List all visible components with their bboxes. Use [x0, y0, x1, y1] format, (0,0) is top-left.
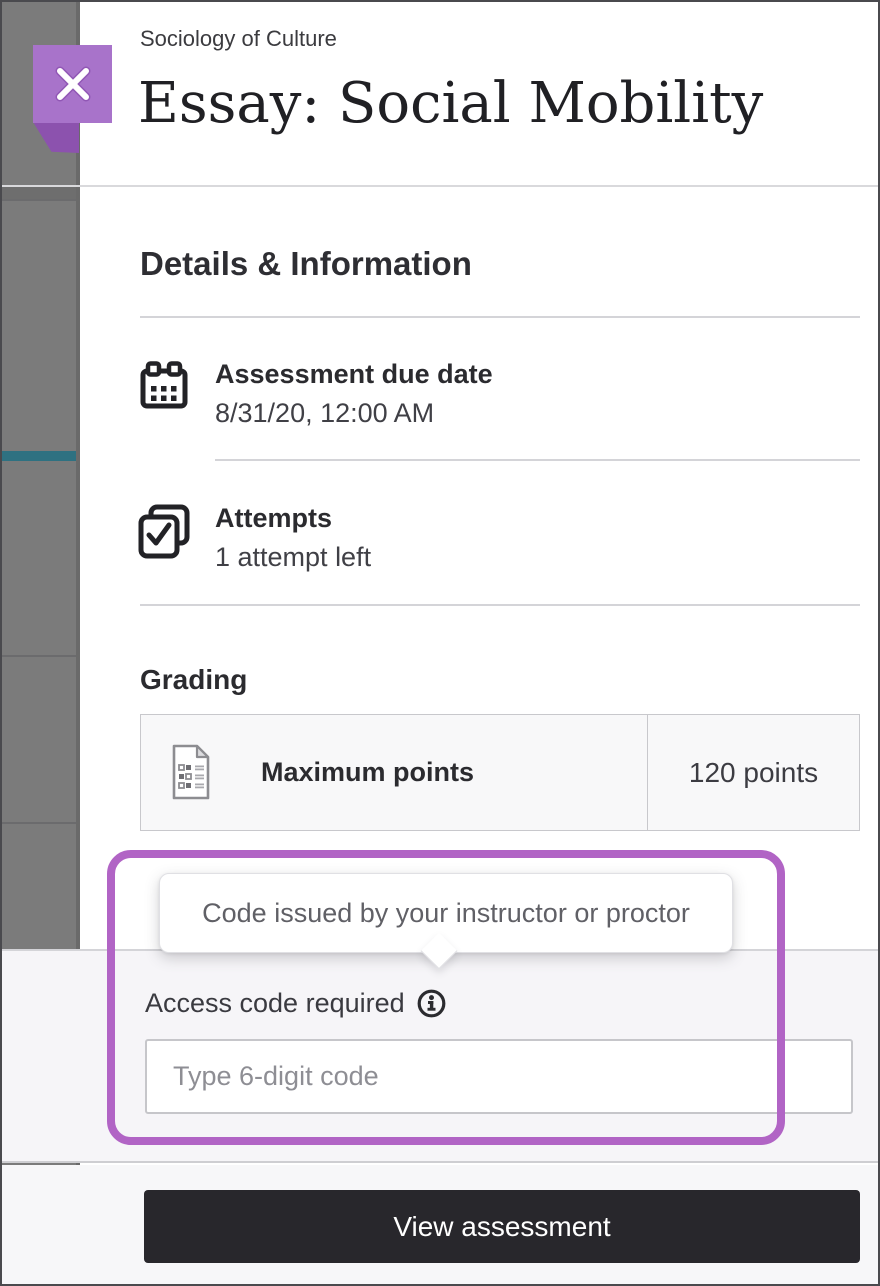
access-code-input[interactable]	[145, 1039, 853, 1114]
checked-task-icon	[138, 504, 190, 559]
close-icon	[55, 66, 90, 102]
access-code-label: Access code required	[145, 988, 405, 1018]
max-points-label: Maximum points	[261, 757, 475, 787]
page-title: Essay: Social Mobility	[138, 71, 764, 136]
due-date-value: 8/31/20, 12:00 AM	[215, 398, 435, 428]
section-divider	[140, 316, 860, 318]
due-date-label: Assessment due date	[215, 359, 493, 389]
header-shadow	[2, 187, 76, 199]
section-divider	[140, 604, 860, 606]
close-button[interactable]	[33, 45, 112, 123]
calendar-icon	[140, 361, 188, 409]
background-row-divider	[2, 822, 76, 824]
view-assessment-button[interactable]: View assessment	[144, 1190, 860, 1263]
attempts-label: Attempts	[215, 503, 333, 533]
details-heading: Details & Information	[140, 245, 472, 282]
info-icon[interactable]	[416, 988, 447, 1019]
access-code-label-row: Access code required	[145, 988, 447, 1019]
max-points-value: 120 points	[688, 756, 819, 788]
access-code-tooltip: Code issued by your instructor or procto…	[159, 873, 733, 953]
sub-divider	[215, 459, 860, 461]
course-name: Sociology of Culture	[140, 26, 337, 51]
background-row-divider	[2, 655, 76, 657]
background-row-divider	[2, 199, 76, 201]
header-divider	[2, 185, 878, 187]
grading-cell-label: Maximum points	[141, 715, 648, 830]
quiz-document-icon	[172, 744, 210, 800]
attempts-value: 1 attempt left	[215, 542, 372, 572]
grading-heading: Grading	[140, 664, 248, 695]
teal-divider-bar	[2, 451, 76, 461]
grading-row: Maximum points 120 points	[140, 714, 860, 831]
